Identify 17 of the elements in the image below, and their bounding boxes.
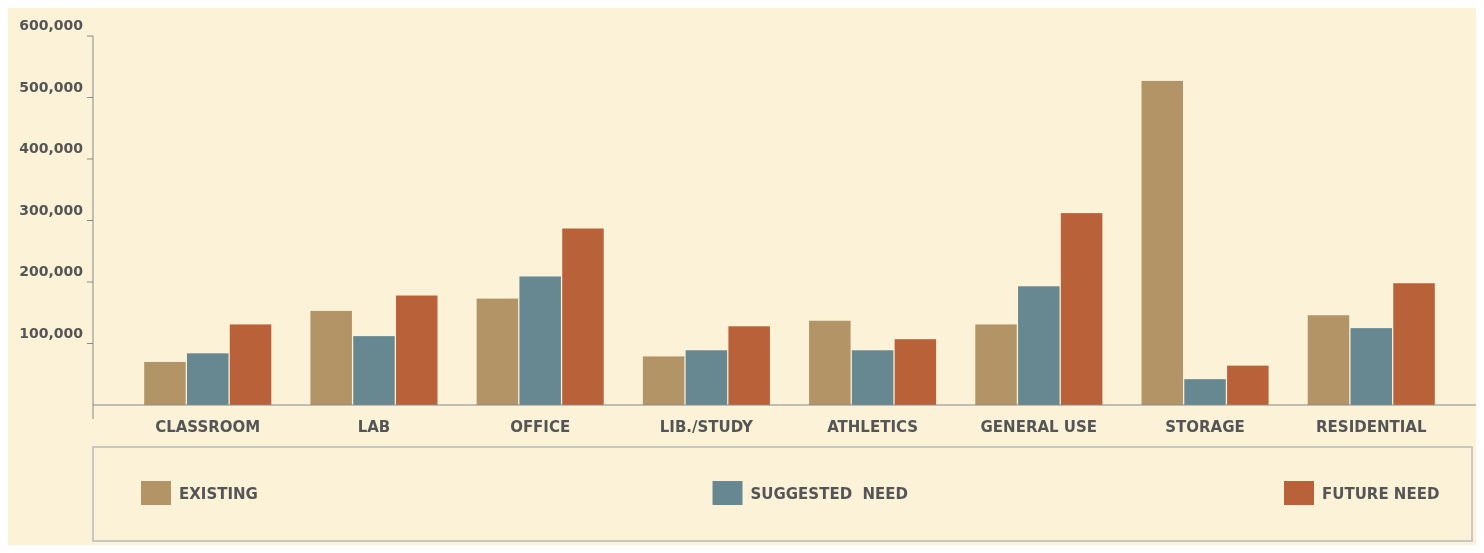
y-tick-label: 300,000 bbox=[19, 201, 84, 218]
legend-label: EXISTING bbox=[179, 485, 258, 503]
y-tick-label: 500,000 bbox=[19, 78, 84, 95]
x-tick-label: OFFICE bbox=[510, 418, 571, 436]
y-tick-label: 400,000 bbox=[19, 140, 84, 156]
x-tick-label: LAB bbox=[357, 418, 391, 436]
y-tick-label: 600,000 bbox=[19, 17, 84, 33]
legend-label: SUGGESTED NEED bbox=[750, 485, 909, 503]
x-tick-label: LIB./STUDY bbox=[659, 418, 755, 436]
x-tick-label: ATHLETICS bbox=[827, 418, 919, 436]
y-tick-label: 200,000 bbox=[19, 263, 84, 279]
x-tick-label: GENERAL USE bbox=[980, 418, 1098, 436]
x-tick-label: STORAGE bbox=[1165, 418, 1245, 436]
x-tick-label: RESIDENTIAL bbox=[1316, 418, 1427, 436]
legend-label: FUTURE NEED bbox=[1322, 485, 1440, 503]
y-tick-label: 100,000 bbox=[19, 324, 84, 341]
x-tick-label: CLASSROOM bbox=[155, 418, 261, 436]
